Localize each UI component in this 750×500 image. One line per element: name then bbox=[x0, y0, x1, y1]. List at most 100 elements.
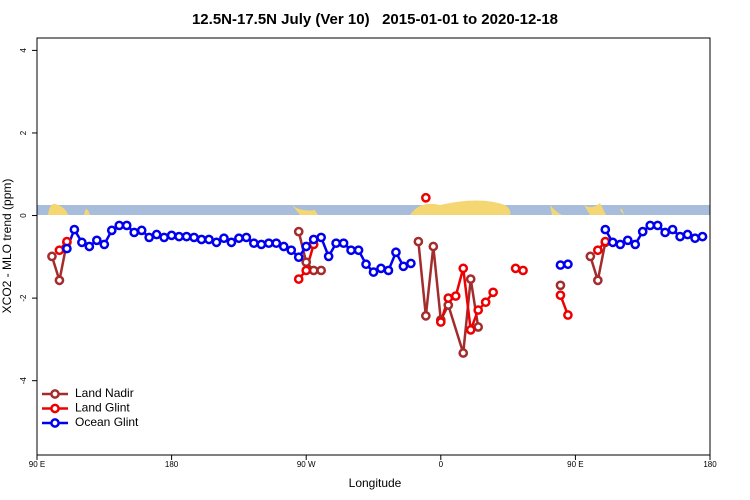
y-axis-label: XCO2 - MLO trend (ppm) bbox=[0, 179, 14, 314]
data-point bbox=[346, 245, 356, 256]
y-tick-label: -2 bbox=[19, 294, 28, 302]
plot-frame bbox=[36, 37, 711, 456]
data-point bbox=[563, 259, 573, 270]
data-point bbox=[293, 226, 304, 237]
data-point bbox=[630, 239, 641, 250]
data-point bbox=[301, 257, 312, 268]
data-point bbox=[675, 231, 685, 242]
data-point bbox=[256, 239, 267, 250]
data-point bbox=[91, 235, 102, 246]
legend-marker bbox=[50, 403, 60, 414]
data-point bbox=[271, 238, 282, 249]
data-point bbox=[607, 237, 618, 248]
data-point bbox=[428, 241, 439, 252]
data-point bbox=[189, 232, 199, 243]
data-point bbox=[652, 220, 663, 231]
data-point bbox=[465, 325, 476, 335]
data-point bbox=[226, 237, 237, 248]
x-tick-label: 0 bbox=[439, 460, 444, 469]
data-point bbox=[54, 275, 65, 286]
y-tick-label: 0 bbox=[19, 213, 28, 218]
x-tick-label: 90 E bbox=[29, 460, 45, 469]
data-point bbox=[136, 225, 147, 236]
data-point bbox=[47, 251, 57, 262]
data-point bbox=[600, 236, 611, 247]
data-point bbox=[316, 265, 327, 276]
data-point bbox=[600, 224, 611, 235]
x-axis-label: Longitude bbox=[349, 476, 402, 490]
data-point bbox=[622, 235, 633, 246]
data-point bbox=[219, 233, 229, 244]
data-point bbox=[645, 220, 656, 231]
data-point bbox=[592, 275, 603, 286]
data-point bbox=[151, 229, 162, 240]
data-point bbox=[473, 322, 484, 332]
data-point bbox=[697, 231, 708, 242]
data-point bbox=[62, 243, 72, 254]
data-point bbox=[166, 230, 177, 241]
data-point bbox=[368, 267, 379, 277]
data-point bbox=[450, 291, 461, 301]
data-point bbox=[555, 280, 566, 291]
data-point bbox=[204, 234, 214, 245]
data-point bbox=[54, 245, 65, 256]
data-point bbox=[338, 238, 349, 249]
data-point bbox=[286, 245, 297, 256]
data-point bbox=[84, 241, 95, 252]
data-point bbox=[555, 290, 566, 301]
data-point bbox=[488, 287, 498, 298]
data-point bbox=[99, 239, 110, 250]
x-tick-label: 90 W bbox=[297, 460, 316, 469]
data-point bbox=[234, 233, 244, 244]
y-tick-label: 2 bbox=[19, 130, 28, 135]
data-point bbox=[637, 226, 648, 237]
data-point bbox=[278, 241, 289, 252]
data-point bbox=[510, 263, 521, 274]
data-point bbox=[473, 305, 484, 315]
data-point bbox=[361, 259, 371, 270]
legend-label: Land Glint bbox=[75, 401, 130, 415]
data-point bbox=[196, 234, 207, 245]
data-point bbox=[69, 224, 80, 235]
data-point bbox=[376, 263, 386, 274]
data-point bbox=[353, 245, 364, 256]
legend-marker bbox=[50, 418, 60, 428]
data-point bbox=[592, 245, 603, 256]
data-point bbox=[331, 238, 341, 249]
data-point bbox=[413, 236, 424, 247]
data-point bbox=[159, 232, 169, 243]
data-point bbox=[316, 232, 327, 243]
data-point bbox=[391, 247, 401, 258]
legend-label: Land Nadir bbox=[75, 386, 134, 400]
data-point bbox=[398, 261, 409, 272]
y-tick-label: 4 bbox=[19, 48, 28, 53]
data-point bbox=[420, 192, 431, 203]
y-tick-label: -4 bbox=[19, 377, 28, 385]
data-point bbox=[563, 310, 573, 320]
data-point bbox=[308, 234, 319, 245]
data-point bbox=[443, 293, 454, 303]
data-point bbox=[77, 237, 87, 248]
x-tick-label: 180 bbox=[703, 460, 717, 469]
data-point bbox=[249, 238, 259, 249]
data-point bbox=[615, 239, 626, 250]
data-point bbox=[682, 229, 693, 240]
data-point bbox=[667, 224, 678, 235]
data-point bbox=[323, 251, 334, 262]
series-line bbox=[50, 231, 607, 354]
data-point bbox=[420, 311, 431, 321]
data-point bbox=[383, 265, 394, 276]
data-point bbox=[308, 265, 319, 276]
data-point bbox=[114, 220, 125, 231]
data-point bbox=[458, 348, 469, 358]
data-point bbox=[585, 251, 596, 262]
data-point bbox=[211, 237, 222, 248]
x-tick-label: 180 bbox=[165, 460, 179, 469]
legend-marker bbox=[50, 389, 60, 399]
data-point bbox=[458, 263, 469, 274]
legend-label: Ocean Glint bbox=[75, 415, 139, 429]
data-point bbox=[144, 232, 155, 243]
data-point bbox=[129, 227, 140, 238]
data-point bbox=[465, 274, 476, 284]
